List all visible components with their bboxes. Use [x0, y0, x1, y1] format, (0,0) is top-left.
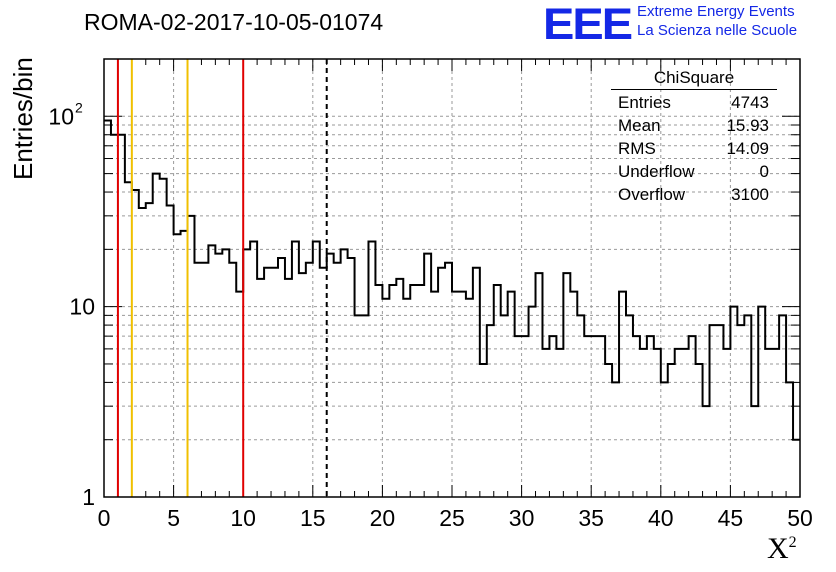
- x-tick-label: 50: [787, 505, 813, 531]
- x-tick-label: 40: [648, 505, 674, 531]
- x-tick-label: 20: [370, 505, 396, 531]
- y-tick-label: 1: [82, 484, 95, 510]
- x-tick-label: 15: [300, 505, 326, 531]
- stats-label: RMS: [618, 139, 656, 158]
- stats-value: 4743: [731, 93, 769, 112]
- x-tick-labels: 0 5 10 15 20 25 30 35 40 45 50: [98, 505, 813, 531]
- x-tick-label: 0: [98, 505, 111, 531]
- logo-caption: Extreme Energy Events La Scienza nelle S…: [637, 2, 797, 40]
- chart-title: ROMA-02-2017-10-05-01074: [84, 9, 384, 35]
- stats-row: Mean 15.93: [611, 114, 777, 137]
- x-tick-label: 45: [718, 505, 744, 531]
- y-axis-label: Entries/bin: [8, 57, 38, 180]
- x-tick-label: 30: [509, 505, 535, 531]
- grid: [104, 58, 800, 497]
- x-axis-label-base: X: [767, 532, 789, 565]
- eee-logo: EEE: [543, 0, 633, 49]
- y-tick-label: 10: [69, 294, 95, 320]
- stats-label: Underflow: [618, 162, 695, 181]
- x-tick-label: 25: [439, 505, 465, 531]
- stats-row: RMS 14.09: [611, 137, 777, 160]
- stats-label: Mean: [618, 116, 661, 135]
- stats-value: 3100: [731, 185, 769, 204]
- x-tick-label: 10: [230, 505, 256, 531]
- y-tick-label: 10: [48, 103, 74, 129]
- x-axis-label-sup: 2: [788, 534, 797, 551]
- plot-frame: [103, 58, 801, 498]
- stats-label: Entries: [618, 93, 671, 112]
- logo-caption-line2: La Scienza nelle Scuole: [637, 22, 798, 39]
- x-tick-label: 35: [578, 505, 604, 531]
- stats-value: 14.09: [726, 139, 769, 158]
- x-tick-label: 5: [167, 505, 180, 531]
- logo-caption-line1: Extreme Energy Events: [637, 3, 795, 20]
- reference-lines: [116, 59, 328, 497]
- stats-row: Overflow 3100: [611, 183, 777, 206]
- x-axis-label: X2: [767, 532, 797, 566]
- stats-row: Underflow 0: [611, 160, 777, 183]
- stats-label: Overflow: [618, 185, 686, 204]
- stats-title: ChiSquare: [611, 66, 777, 90]
- stats-row: Entries 4743: [611, 91, 777, 114]
- stats-box: ChiSquare Entries 4743 Mean 15.93 RMS 14.09…: [611, 66, 777, 206]
- stats-value: 0: [759, 162, 769, 181]
- y-tick-label-sup: 2: [75, 99, 83, 115]
- histogram-outline: [104, 119, 800, 441]
- stats-value: 15.93: [726, 116, 769, 135]
